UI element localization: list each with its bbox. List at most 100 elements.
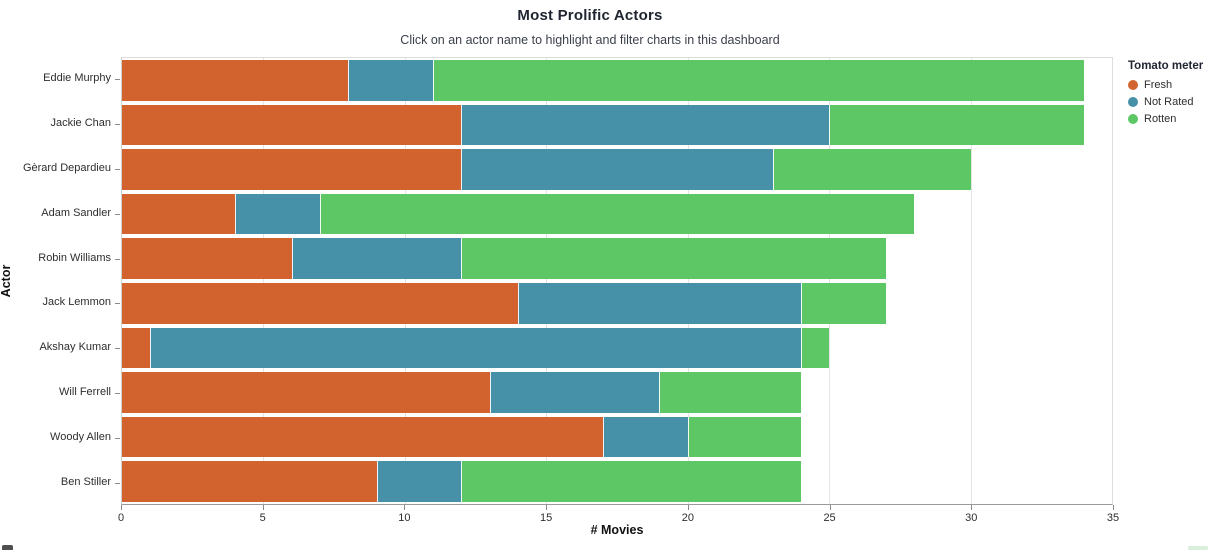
plot-area — [121, 57, 1113, 505]
bar-segment-not-rated[interactable] — [461, 104, 830, 146]
bar-segment-fresh[interactable] — [122, 149, 462, 190]
chart-subtitle: Click on an actor name to highlight and … — [400, 33, 780, 47]
y-axis-label-adam-sandler[interactable]: Adam Sandler — [41, 206, 111, 219]
y-tick — [115, 79, 120, 81]
bar-segment-not-rated[interactable] — [235, 193, 320, 235]
bar-segment-fresh[interactable] — [122, 372, 490, 413]
gridline — [970, 58, 972, 504]
bar-segment-not-rated[interactable] — [602, 416, 688, 458]
bar-segment-not-rated[interactable] — [461, 149, 773, 190]
y-tick — [115, 124, 120, 126]
bar-row-woody-allen[interactable] — [122, 415, 1112, 460]
x-tick-label: 5 — [259, 512, 266, 524]
y-axis-label-will-ferrell[interactable]: Will Ferrell — [59, 386, 111, 398]
bar-segment-rotten[interactable] — [800, 327, 830, 369]
gridline — [829, 58, 831, 504]
bar-segment-fresh[interactable] — [122, 327, 151, 369]
bar-row-eddie-murphy[interactable] — [122, 58, 1112, 103]
y-axis-label-jackie-chan[interactable]: Jackie Chan — [50, 117, 111, 130]
bar-segment-rotten[interactable] — [461, 461, 801, 502]
bar-stack — [122, 372, 1112, 413]
bar-stack — [122, 60, 1112, 101]
bar-segment-rotten[interactable] — [433, 60, 1084, 101]
bar-segment-not-rated[interactable] — [518, 283, 801, 324]
bar-segment-fresh[interactable] — [122, 283, 518, 324]
bar-segment-rotten[interactable] — [829, 104, 1084, 146]
x-tick-label: 10 — [398, 512, 411, 524]
bar-segment-fresh[interactable] — [122, 416, 603, 458]
bar-row-adam-sandler[interactable] — [122, 192, 1112, 237]
legend-entry-fresh[interactable]: Fresh — [1128, 79, 1208, 91]
bar-row-robin-williams[interactable] — [122, 236, 1112, 281]
partial-element-bottom-right — [1188, 546, 1208, 550]
y-axis-label-akshay-kumar[interactable]: Akshay Kumar — [39, 341, 111, 354]
y-tick — [115, 437, 120, 439]
bar-row-jackie-chan[interactable] — [122, 103, 1112, 148]
bar-segment-rotten[interactable] — [800, 283, 886, 324]
x-tick-label: 20 — [681, 512, 694, 524]
bar-segment-fresh[interactable] — [122, 238, 292, 279]
y-axis: Eddie Murphy Jackie Chan Gèrard Depardieu A… — [0, 57, 121, 505]
bar-row-akshay-kumar[interactable] — [122, 326, 1112, 371]
bar-segment-rotten[interactable] — [659, 372, 801, 413]
legend-label: Fresh — [1144, 79, 1173, 91]
x-tick — [262, 505, 264, 510]
legend-title: Tomato meter — [1128, 60, 1204, 72]
bar-segment-not-rated[interactable] — [150, 327, 801, 369]
bar-segment-fresh[interactable] — [122, 193, 236, 235]
bar-segment-fresh[interactable] — [122, 461, 377, 502]
legend-swatch-icon — [1128, 80, 1138, 90]
bar-stack — [122, 238, 1112, 279]
bar-segment-fresh[interactable] — [122, 60, 349, 101]
bar-segment-rotten[interactable] — [687, 416, 801, 458]
x-tick — [404, 505, 406, 510]
x-tick — [1113, 505, 1114, 510]
y-tick — [115, 348, 120, 350]
legend-label: Not Rated — [1144, 96, 1194, 108]
legend-label: Rotten — [1144, 113, 1177, 125]
bar-segment-rotten[interactable] — [461, 238, 886, 279]
bar-row-ben-stiller[interactable] — [122, 459, 1112, 504]
legend-entries: Fresh Not Rated Rotten — [1128, 79, 1208, 125]
gridline — [687, 58, 689, 504]
x-axis: 0 5 10 15 20 25 30 35 — [117, 505, 1119, 531]
y-tick — [115, 303, 120, 305]
legend-entry-not-rated[interactable]: Not Rated — [1128, 96, 1208, 108]
bar-stack — [122, 193, 1112, 235]
gridline — [546, 58, 548, 504]
gridline — [263, 58, 265, 504]
x-tick-label: 15 — [540, 512, 553, 524]
y-axis-label-jack-lemmon[interactable]: Jack Lemmon — [42, 296, 111, 309]
y-axis-label-woody-allen[interactable]: Woody Allen — [50, 430, 111, 443]
bar-segment-not-rated[interactable] — [376, 461, 462, 502]
x-tick — [121, 505, 122, 510]
bar-segment-rotten[interactable] — [319, 193, 914, 235]
x-tick — [546, 505, 548, 510]
x-axis-title: # Movies — [590, 523, 644, 537]
x-tick-label: 35 — [1106, 512, 1120, 524]
y-axis-label-robin-williams[interactable]: Robin Williams — [38, 251, 111, 264]
bar-segment-not-rated[interactable] — [348, 60, 434, 101]
bar-row-jack-lemmon[interactable] — [122, 281, 1112, 326]
y-axis-label-g-rard-depardieu[interactable]: Gèrard Depardieu — [22, 162, 111, 174]
y-tick — [115, 169, 120, 170]
y-axis-label-ben-stiller[interactable]: Ben Stiller — [60, 475, 111, 488]
gridline — [404, 58, 406, 504]
legend-entry-rotten[interactable]: Rotten — [1128, 113, 1208, 125]
bar-segment-not-rated[interactable] — [489, 372, 660, 413]
y-tick — [115, 258, 120, 260]
x-tick-label: 0 — [117, 512, 125, 524]
legend-swatch-icon — [1128, 114, 1138, 124]
y-axis-label-eddie-murphy[interactable]: Eddie Murphy — [43, 72, 111, 85]
bar-segment-fresh[interactable] — [122, 104, 462, 146]
bar-stack — [122, 461, 1112, 502]
bar-segment-not-rated[interactable] — [291, 238, 462, 279]
bar-row-will-ferrell[interactable] — [122, 370, 1112, 415]
bar-stack — [122, 104, 1112, 146]
x-tick — [829, 505, 831, 510]
bar-row-g-rard-depardieu[interactable] — [122, 147, 1112, 192]
x-tick-label: 30 — [965, 512, 978, 524]
bar-segment-rotten[interactable] — [772, 149, 971, 190]
partial-element-bottom-left — [2, 545, 13, 550]
